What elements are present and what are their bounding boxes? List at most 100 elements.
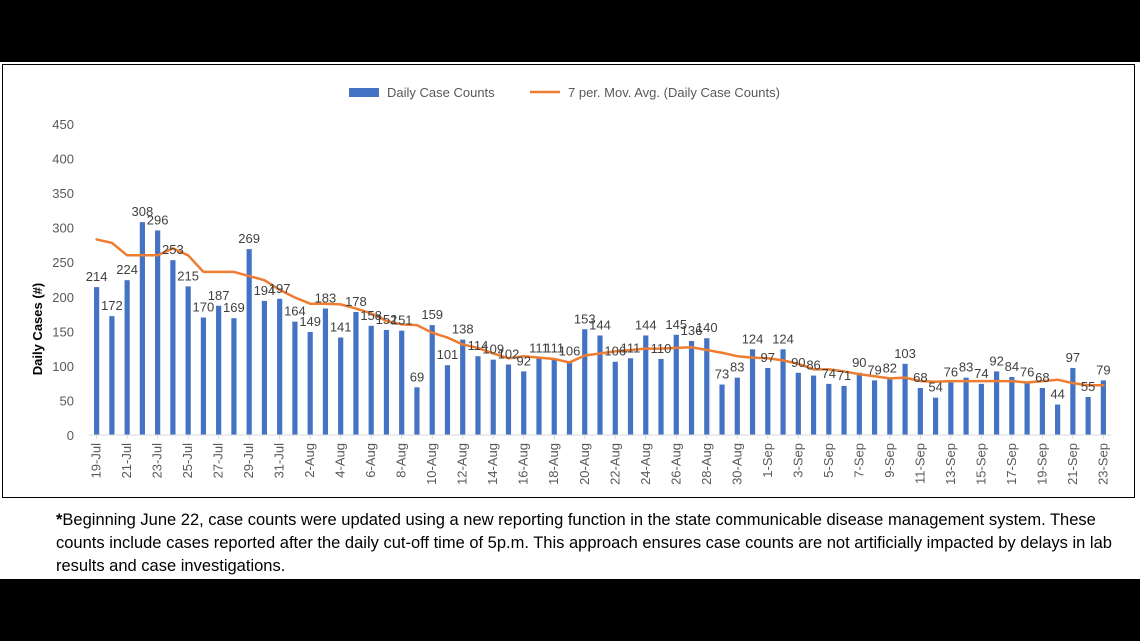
bar <box>490 359 496 435</box>
x-axis: 19-Jul 21-Jul 23-Jul 25-Jul 27-Jul 29-Jul 31-J… <box>89 434 1111 485</box>
legend-label-bars: Daily Case Counts <box>387 85 495 100</box>
bar-value-label: 144 <box>635 317 657 332</box>
bar <box>810 375 817 435</box>
bar-value-label: 140 <box>696 320 718 335</box>
bar <box>887 378 893 435</box>
bar-value-label: 86 <box>806 358 820 373</box>
bar-value-label: 90 <box>852 355 866 370</box>
x-tick-label: 16-Aug <box>516 443 531 485</box>
bar <box>871 380 878 435</box>
bar-value-label: 114 <box>468 338 489 353</box>
bar-value-label: 111 <box>529 340 549 355</box>
x-tick-label: 19-Sep <box>1034 443 1049 485</box>
bar <box>124 280 130 435</box>
bar <box>1009 376 1015 435</box>
bar-value-label: 253 <box>162 242 184 257</box>
x-tick-label: 4-Aug <box>333 443 348 478</box>
bar <box>856 372 862 435</box>
bar-value-label: 269 <box>238 231 260 246</box>
bar <box>795 372 801 435</box>
y-tick-label: 350 <box>52 186 74 201</box>
x-tick-label: 10-Aug <box>424 443 439 485</box>
bar <box>1039 388 1045 435</box>
bar-value-label: 178 <box>345 294 367 309</box>
bar-value-label: 106 <box>559 344 581 359</box>
bar <box>475 356 481 435</box>
bar <box>444 365 451 435</box>
y-axis-title: Daily Cases (#) <box>30 283 45 376</box>
bar-value-label: 97 <box>761 350 775 365</box>
bar-value-label: 92 <box>989 353 1003 368</box>
chart-legend: Daily Case Counts 7 per. Mov. Avg. (Dail… <box>349 85 780 100</box>
footnote-text: Beginning June 22, case counts were upda… <box>56 511 1112 575</box>
bar-value-label: 138 <box>452 322 474 337</box>
bar-value-label: 83 <box>959 360 973 375</box>
bar-value-label: 69 <box>410 369 424 384</box>
bar-value-label: 308 <box>132 204 154 219</box>
bar <box>932 397 939 435</box>
x-tick-label: 23-Jul <box>150 443 165 479</box>
daily-cases-chart: Daily Case Counts 7 per. Mov. Avg. (Dail… <box>30 85 1111 485</box>
bar-value-label: 74 <box>974 366 988 381</box>
bar-value-label: 73 <box>715 367 729 382</box>
bar <box>582 329 588 435</box>
bar <box>322 308 329 435</box>
x-tick-label: 2-Aug <box>302 443 317 478</box>
bar <box>139 222 145 435</box>
x-tick-label: 22-Aug <box>607 443 622 485</box>
bar <box>521 371 527 435</box>
y-axis: 0 50 100 150 200 250 300 350 400 450 <box>52 117 74 443</box>
bar-value-label: 215 <box>177 268 199 283</box>
bar <box>170 260 176 435</box>
bar-value-label: 144 <box>589 317 611 332</box>
bar-value-label: 76 <box>1020 364 1034 379</box>
x-tick-label: 14-Aug <box>485 443 500 485</box>
bar <box>994 371 1000 435</box>
bar-value-label: 169 <box>223 300 245 315</box>
bar-value-label: 111 <box>544 340 564 355</box>
x-tick-label: 28-Aug <box>699 443 714 485</box>
bar-value-label: 71 <box>837 368 851 383</box>
x-tick-label: 17-Sep <box>1004 443 1019 485</box>
moving-average-line <box>95 238 1105 387</box>
letterbox-top <box>0 0 1140 62</box>
x-tick-label: 8-Aug <box>394 443 409 478</box>
x-tick-label: 5-Sep <box>821 443 836 478</box>
bar <box>338 337 344 435</box>
bar <box>94 287 100 435</box>
bar-value-label: 124 <box>772 331 794 346</box>
x-tick-label: 31-Jul <box>272 443 287 479</box>
bar-value-label: 214 <box>86 269 108 284</box>
x-tick-label: 1-Sep <box>760 443 775 478</box>
x-tick-label: 19-Jul <box>89 443 104 479</box>
bar <box>536 358 542 435</box>
bar <box>460 339 466 435</box>
y-tick-label: 250 <box>52 255 74 270</box>
bar <box>414 387 420 435</box>
bar <box>1100 380 1106 435</box>
bar <box>963 377 969 435</box>
bar <box>902 363 908 435</box>
bar-value-label: 172 <box>101 298 123 313</box>
legend-label-line: 7 per. Mov. Avg. (Daily Case Counts) <box>568 85 780 100</box>
y-tick-label: 150 <box>52 324 74 339</box>
x-tick-label: 24-Aug <box>638 443 653 485</box>
bar <box>246 249 252 435</box>
bar <box>704 338 710 435</box>
bar-value-label: 97 <box>1066 350 1080 365</box>
y-tick-label: 0 <box>67 428 74 443</box>
bar <box>765 367 771 435</box>
bar-value-label: 296 <box>147 212 169 227</box>
bar <box>368 325 374 435</box>
chart-frame: Daily Case Counts 7 per. Mov. Avg. (Dail… <box>2 64 1135 498</box>
bar-value-label: 187 <box>208 288 230 303</box>
x-tick-label: 7-Sep <box>851 443 866 478</box>
bar <box>749 349 756 435</box>
bar-value-label: 197 <box>269 281 291 296</box>
bar <box>948 382 954 435</box>
bar <box>551 358 557 435</box>
x-tick-label: 21-Sep <box>1065 443 1080 485</box>
bar-value-label: 55 <box>1081 379 1095 394</box>
x-tick-label: 6-Aug <box>363 443 378 478</box>
